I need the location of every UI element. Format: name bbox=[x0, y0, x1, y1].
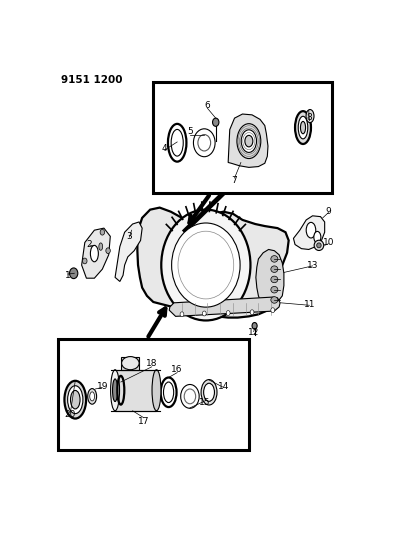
Ellipse shape bbox=[271, 276, 278, 282]
Text: 10: 10 bbox=[323, 238, 334, 247]
Polygon shape bbox=[115, 222, 142, 281]
Text: 15: 15 bbox=[199, 398, 210, 407]
Text: 3: 3 bbox=[127, 232, 132, 241]
Circle shape bbox=[69, 268, 78, 279]
Ellipse shape bbox=[90, 245, 98, 262]
Circle shape bbox=[202, 311, 206, 316]
Text: 19: 19 bbox=[97, 382, 108, 391]
Ellipse shape bbox=[88, 389, 97, 404]
Polygon shape bbox=[169, 297, 280, 317]
Ellipse shape bbox=[271, 297, 278, 303]
Bar bbox=[122, 357, 139, 370]
Text: 9: 9 bbox=[326, 207, 331, 216]
Text: 14: 14 bbox=[218, 382, 229, 391]
Circle shape bbox=[250, 310, 254, 314]
Ellipse shape bbox=[245, 135, 253, 147]
Ellipse shape bbox=[90, 392, 95, 401]
Text: 11: 11 bbox=[304, 300, 315, 309]
Text: 6: 6 bbox=[205, 101, 210, 109]
Ellipse shape bbox=[113, 379, 118, 401]
Circle shape bbox=[180, 312, 184, 317]
Ellipse shape bbox=[164, 382, 174, 402]
Ellipse shape bbox=[172, 223, 240, 307]
Ellipse shape bbox=[314, 240, 324, 251]
Circle shape bbox=[252, 322, 257, 329]
Text: 17: 17 bbox=[138, 416, 150, 425]
Ellipse shape bbox=[171, 130, 183, 156]
Text: 18: 18 bbox=[146, 359, 157, 368]
Polygon shape bbox=[256, 249, 284, 310]
Ellipse shape bbox=[306, 109, 314, 123]
Ellipse shape bbox=[184, 389, 196, 404]
Ellipse shape bbox=[122, 357, 139, 370]
Ellipse shape bbox=[161, 209, 250, 320]
Ellipse shape bbox=[168, 124, 187, 161]
Ellipse shape bbox=[314, 231, 321, 243]
Ellipse shape bbox=[194, 129, 215, 157]
Ellipse shape bbox=[237, 124, 261, 158]
Circle shape bbox=[226, 311, 230, 316]
Ellipse shape bbox=[306, 222, 316, 238]
Ellipse shape bbox=[201, 379, 217, 405]
Polygon shape bbox=[228, 114, 268, 167]
Text: 5: 5 bbox=[187, 127, 193, 136]
Ellipse shape bbox=[317, 243, 321, 248]
Ellipse shape bbox=[241, 130, 256, 152]
Text: 2: 2 bbox=[87, 240, 92, 249]
Text: 8: 8 bbox=[307, 113, 312, 122]
FancyBboxPatch shape bbox=[153, 83, 332, 193]
Ellipse shape bbox=[300, 122, 305, 134]
Ellipse shape bbox=[65, 381, 86, 418]
Circle shape bbox=[83, 258, 87, 264]
Circle shape bbox=[271, 308, 275, 313]
FancyBboxPatch shape bbox=[58, 339, 249, 450]
Ellipse shape bbox=[71, 391, 80, 409]
Ellipse shape bbox=[198, 134, 210, 151]
Ellipse shape bbox=[111, 370, 120, 411]
Ellipse shape bbox=[271, 286, 278, 293]
Text: 4: 4 bbox=[162, 143, 167, 152]
Polygon shape bbox=[82, 228, 110, 278]
Text: 1: 1 bbox=[65, 271, 71, 280]
Ellipse shape bbox=[271, 266, 278, 272]
Ellipse shape bbox=[295, 111, 311, 144]
Ellipse shape bbox=[99, 243, 103, 251]
Polygon shape bbox=[293, 216, 325, 249]
Circle shape bbox=[100, 229, 104, 235]
Text: 7: 7 bbox=[232, 176, 238, 185]
Circle shape bbox=[212, 118, 219, 126]
Text: 13: 13 bbox=[307, 261, 318, 270]
Polygon shape bbox=[137, 207, 289, 318]
Ellipse shape bbox=[271, 256, 278, 262]
Ellipse shape bbox=[298, 116, 308, 139]
Circle shape bbox=[106, 248, 110, 254]
Text: 20: 20 bbox=[65, 410, 76, 419]
Ellipse shape bbox=[152, 370, 161, 411]
Text: 9151 1200: 9151 1200 bbox=[61, 76, 122, 85]
Ellipse shape bbox=[203, 383, 215, 401]
Text: 12: 12 bbox=[248, 328, 259, 337]
Ellipse shape bbox=[68, 386, 83, 414]
Bar bbox=[115, 370, 157, 411]
Ellipse shape bbox=[181, 384, 199, 408]
Text: 16: 16 bbox=[171, 365, 183, 374]
